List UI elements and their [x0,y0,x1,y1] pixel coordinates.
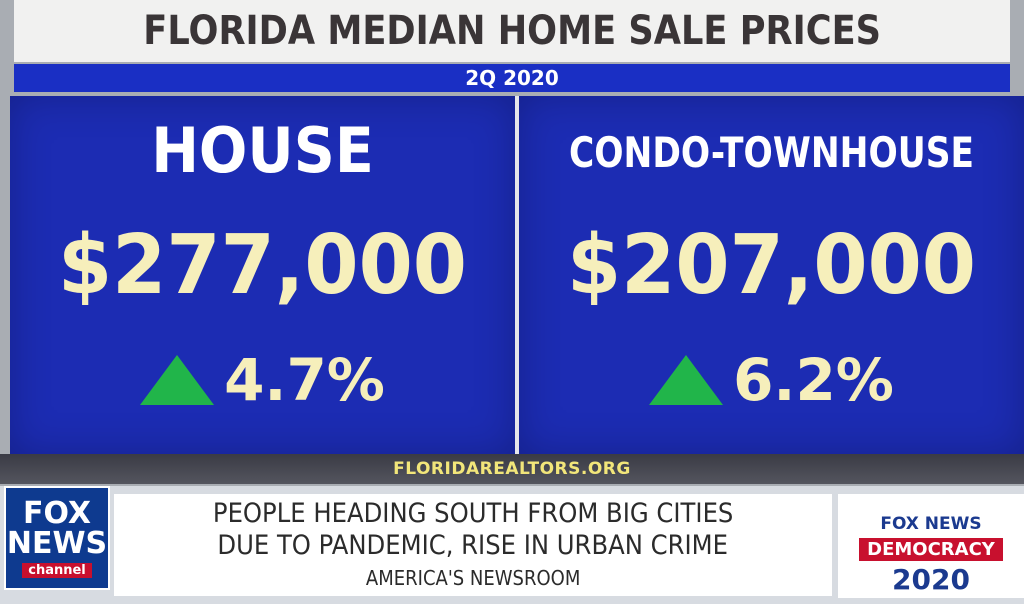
show-name: AMERICA'S NEWSROOM [365,565,581,590]
house-change-percent: 4.7% [224,346,385,414]
graphic-title-bar: FLORIDA MEDIAN HOME SALE PRICES [14,0,1010,62]
house-label: HOUSE [151,114,374,187]
source-bar: FLORIDAREALTORS.ORG [0,454,1024,484]
logo-news: NEWS [6,525,108,561]
logo-fox: FOX [22,495,92,531]
condo-change-percent: 6.2% [733,346,894,414]
source-text: FLORIDAREALTORS.ORG [393,459,631,479]
house-panel: HOUSE $277,000 4.7% [10,96,515,454]
house-change: 4.7% [10,346,515,414]
condo-price: $207,000 [566,218,977,313]
logo-channel: channel [22,562,92,578]
up-triangle-icon [649,355,724,405]
condo-panel: CONDO-TOWNHOUSE $207,000 6.2% [519,96,1024,454]
dem-year: 2020 [892,563,970,596]
dem-brand: FOX NEWS [880,514,982,534]
lower-third: FOX NEWS channel PEOPLE HEADING SOUTH FR… [0,486,1024,604]
democracy-2020-logo: FOX NEWS DEMOCRACY 2020 [838,494,1024,598]
graphic-title: FLORIDA MEDIAN HOME SALE PRICES [143,8,881,54]
headline-line-1: PEOPLE HEADING SOUTH FROM BIG CITIES [212,498,734,529]
house-price: $277,000 [57,218,468,313]
fox-news-channel-logo: FOX NEWS channel [4,486,110,590]
condo-change: 6.2% [519,346,1024,414]
graphic-subtitle-bar: 2Q 2020 [14,64,1010,92]
graphic-subtitle: 2Q 2020 [465,66,559,90]
dem-word: DEMOCRACY [859,538,1003,561]
condo-label: CONDO-TOWNHOUSE [568,128,975,177]
up-triangle-icon [140,355,215,405]
headline-box: PEOPLE HEADING SOUTH FROM BIG CITIES DUE… [114,494,832,596]
price-panels: HOUSE $277,000 4.7% CONDO-TOWNHOUSE $207… [10,96,1024,454]
headline-line-2: DUE TO PANDEMIC, RISE IN URBAN CRIME [217,529,729,561]
